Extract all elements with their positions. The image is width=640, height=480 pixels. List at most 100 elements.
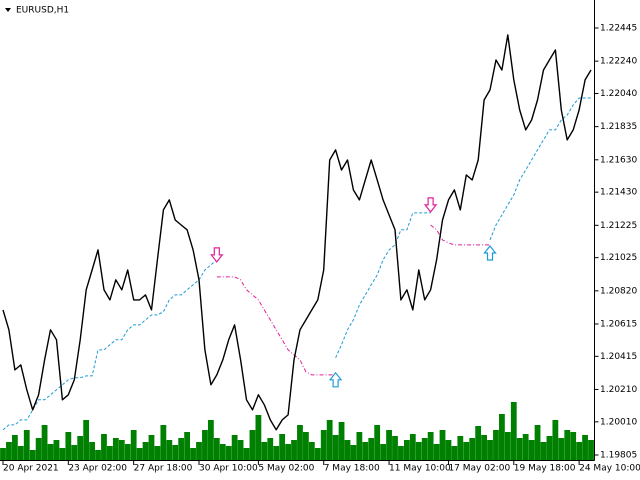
y-tick-label: 1.20615	[600, 319, 637, 329]
volume-bar	[338, 422, 345, 460]
volume-bar	[582, 435, 588, 460]
x-tick-label: 7 May 18:00	[324, 464, 380, 474]
volume-bar	[213, 438, 220, 460]
y-tick-label: 1.22240	[600, 57, 637, 67]
volume-bar	[499, 414, 505, 460]
y-tick-label: 1.21430	[600, 188, 637, 198]
volume-bar	[433, 444, 440, 460]
y-tick-label: 1.20010	[600, 417, 637, 427]
volume-bar	[451, 446, 458, 460]
y-tick-label: 1.22445	[600, 23, 637, 33]
volume-bar	[101, 434, 107, 460]
volume-bar	[178, 438, 185, 460]
volume-bar	[65, 432, 72, 460]
volume-bar	[540, 442, 547, 460]
volume-bar	[415, 442, 422, 460]
chart-title: EURUSD,H1	[16, 6, 69, 16]
volume-bar	[267, 438, 274, 460]
volume-bar	[249, 430, 256, 460]
volume-bar	[528, 440, 535, 460]
volume-bar	[196, 442, 202, 460]
volume-bar	[475, 426, 482, 460]
volume-bar	[344, 440, 351, 460]
volume-bar	[457, 436, 464, 460]
volume-bar	[255, 415, 262, 460]
volume-bar	[154, 446, 161, 460]
volume-bar	[463, 442, 470, 460]
volume-bar	[11, 435, 18, 460]
volume-bar	[588, 440, 594, 460]
volume-bar	[356, 432, 363, 460]
x-tick-label: 27 Apr 18:00	[134, 464, 193, 474]
volume-bar	[166, 440, 173, 460]
symbol-menu-icon[interactable]	[5, 8, 11, 12]
volume-bar	[469, 438, 476, 460]
x-tick-label: 17 May 02:00	[448, 464, 510, 474]
volume-bar	[225, 446, 232, 460]
x-tick-label: 11 May 10:00	[389, 464, 451, 474]
volume-bar	[362, 442, 369, 460]
volume-bar	[35, 438, 42, 460]
indicator-line	[2, 97, 591, 431]
volume-bar	[231, 435, 238, 460]
y-tick-label: 1.21025	[600, 253, 637, 263]
volume-bar	[403, 440, 410, 460]
volume-bar	[261, 442, 268, 460]
volume-bar	[130, 430, 137, 460]
volume-bar	[380, 444, 387, 460]
y-tick-label: 1.22040	[600, 89, 637, 99]
volume-bar	[350, 445, 357, 460]
volume-bar	[522, 434, 529, 460]
volume-bar	[445, 440, 452, 460]
volume-bar	[41, 425, 48, 460]
volume-bar	[546, 436, 553, 460]
volume-bar	[142, 442, 149, 460]
volume-bar	[291, 440, 297, 460]
volume-bar	[207, 420, 214, 460]
volume-bar	[47, 444, 54, 460]
volume-bar	[29, 450, 36, 460]
volume-bar	[219, 444, 226, 460]
arrow-up	[483, 245, 497, 261]
volume-bar	[332, 435, 339, 460]
volume-bar	[558, 438, 565, 460]
volume-bar	[136, 448, 143, 460]
y-tick-label: 1.19805	[600, 450, 637, 460]
volume-bar	[386, 430, 392, 460]
volume-bar	[190, 448, 196, 460]
volume-bar	[564, 430, 571, 460]
volume-bar	[504, 432, 511, 460]
y-tick-label: 1.21630	[600, 155, 637, 165]
y-tick-label: 1.20210	[600, 385, 637, 395]
arrow-down	[210, 247, 224, 263]
x-tick-label: 30 Apr 10:00	[199, 464, 258, 474]
volume-bar	[89, 442, 95, 460]
volume-bar	[0, 448, 6, 460]
y-tick-label: 1.20820	[600, 286, 637, 296]
volume-bar	[53, 440, 60, 460]
volume-bar	[297, 425, 303, 460]
volume-bar	[160, 425, 167, 460]
price-line	[2, 34, 592, 431]
volume-bar	[392, 436, 398, 460]
volume-bar	[439, 430, 446, 460]
volume-bar	[124, 444, 131, 460]
arrow-down	[423, 197, 438, 213]
volume-bar	[398, 446, 404, 460]
x-tick-label: 24 May 10:00	[579, 464, 640, 474]
volume-bar	[314, 448, 321, 460]
volume-bar	[148, 435, 155, 460]
volume-bar	[303, 432, 309, 460]
volume-bar	[534, 425, 541, 460]
volume-bar	[570, 432, 577, 460]
volume-bar	[510, 402, 517, 460]
x-tick-label: 20 Apr 2021	[3, 464, 59, 474]
volume-bar	[77, 436, 84, 460]
volume-bar	[23, 430, 30, 460]
volume-bar	[427, 432, 434, 460]
volume-bar	[17, 446, 24, 460]
x-tick-label: 19 May 18:00	[514, 464, 576, 474]
volume-bar	[59, 448, 66, 460]
